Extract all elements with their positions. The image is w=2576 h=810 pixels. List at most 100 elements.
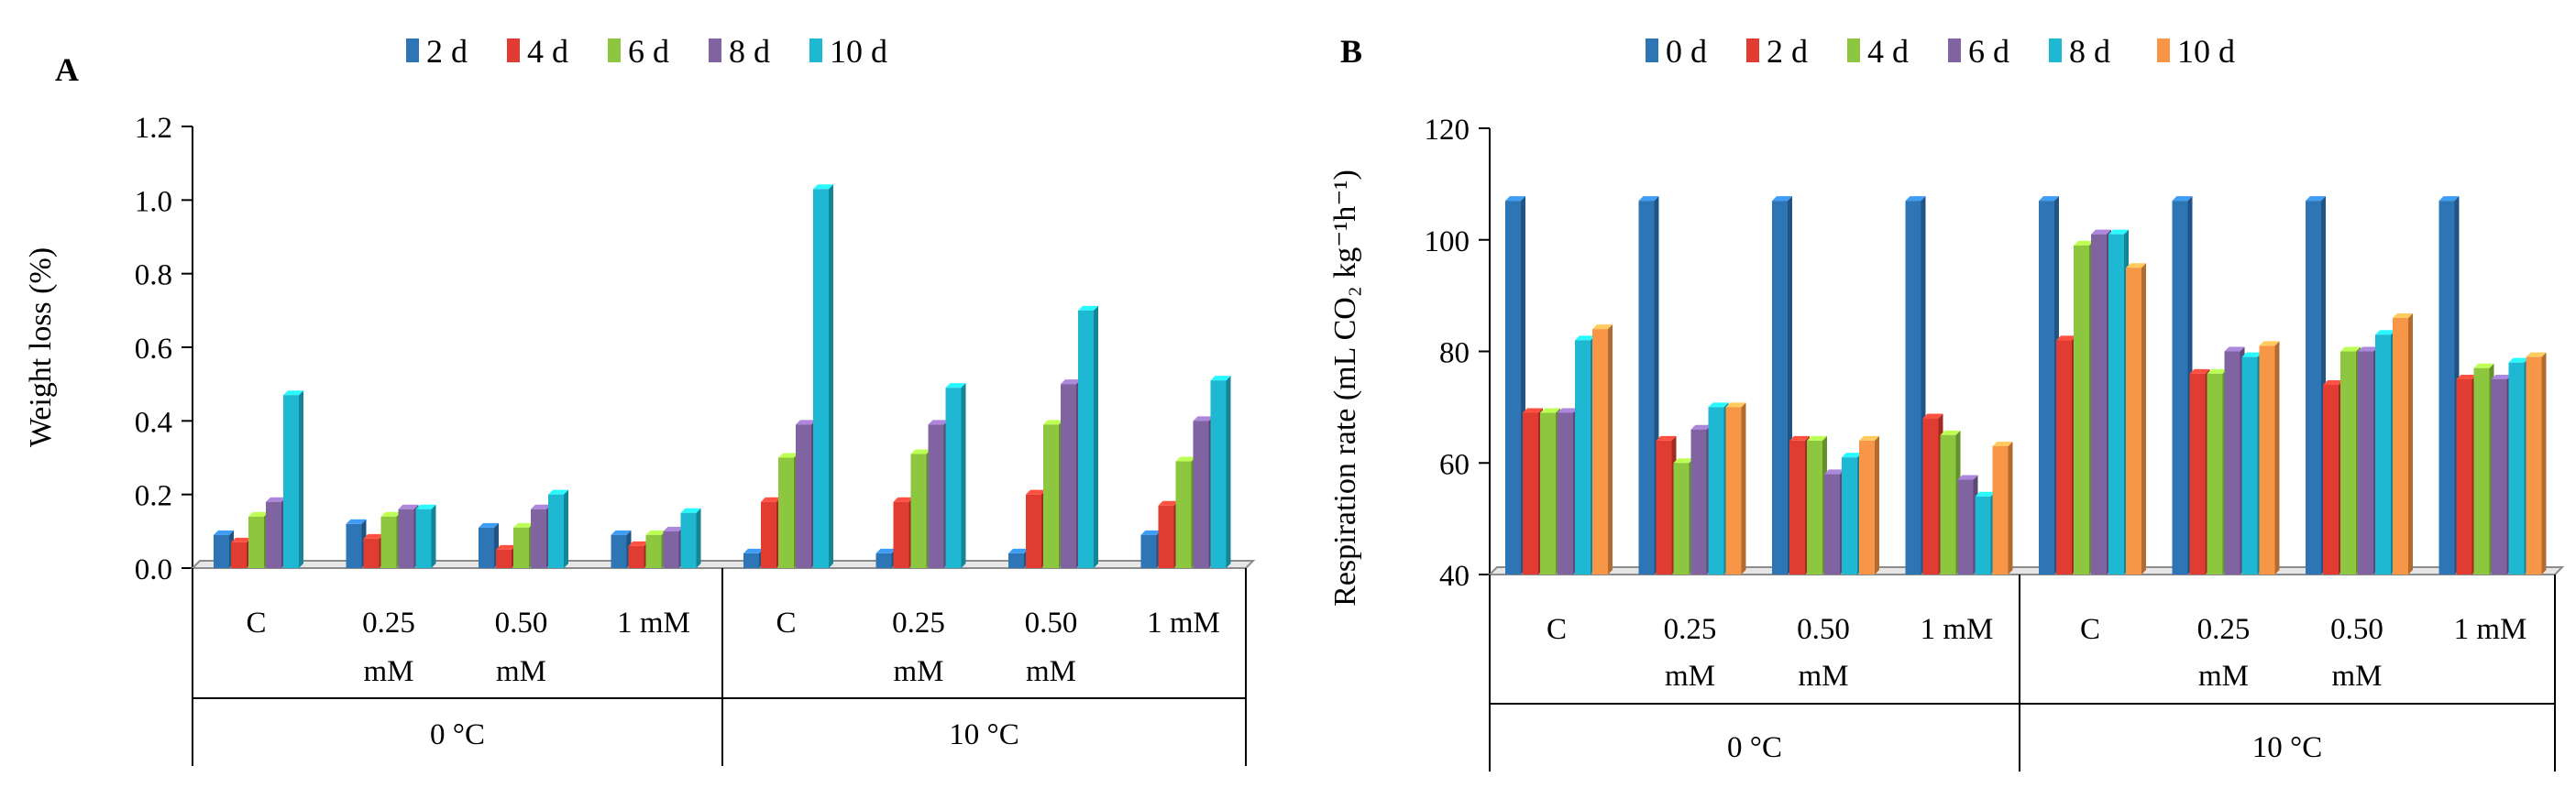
- bar: [496, 549, 512, 568]
- bar: [1026, 494, 1041, 568]
- bar-top: [1859, 435, 1879, 441]
- legend-label-0: 2 d: [426, 33, 468, 70]
- group-label: 0 °C: [1727, 731, 1782, 764]
- y-tick-label: 0.6: [135, 333, 172, 366]
- bar-top: [2108, 229, 2129, 235]
- bar-top: [663, 526, 684, 531]
- bar: [1940, 434, 1956, 575]
- bar: [1772, 201, 1788, 575]
- bar: [398, 509, 414, 568]
- bar-top: [548, 489, 568, 495]
- bar-top: [1772, 196, 1792, 202]
- bar-top: [2039, 196, 2059, 202]
- bar: [2241, 356, 2258, 575]
- legend-swatch-5: [2157, 38, 2170, 62]
- bar-top: [1008, 548, 1029, 553]
- panel-letter: B: [1340, 33, 1362, 70]
- bar-top: [1026, 489, 1046, 495]
- bar: [893, 501, 909, 568]
- bar: [513, 527, 529, 568]
- bar-top: [1940, 430, 1961, 435]
- bar-top: [1193, 416, 1214, 421]
- bar-top: [1922, 413, 1943, 419]
- bar: [1824, 474, 1840, 575]
- bar-top: [1043, 420, 1063, 425]
- y-tick-label: 120: [1425, 114, 1470, 147]
- category-label: mM: [893, 655, 943, 688]
- bar: [2259, 345, 2275, 575]
- bar-top: [1158, 500, 1179, 506]
- bar-side: [2141, 263, 2146, 575]
- bar-top: [680, 508, 701, 513]
- bar-top: [2306, 196, 2326, 202]
- bar-top: [1061, 379, 1081, 385]
- category-label: 1 mM: [617, 607, 690, 640]
- legend-swatch-3: [709, 38, 721, 62]
- bar-top: [1725, 402, 1746, 408]
- bar: [283, 395, 299, 568]
- bar-top: [2259, 341, 2280, 346]
- bar-top: [2473, 363, 2494, 368]
- bar-side: [961, 383, 966, 568]
- legend-label-3: 8 d: [729, 33, 770, 70]
- bar-side: [2408, 312, 2413, 575]
- bar: [680, 512, 697, 568]
- bar: [1638, 201, 1655, 575]
- bar: [2189, 373, 2206, 575]
- legend-label-3: 6 d: [1968, 33, 2009, 70]
- bar: [363, 538, 380, 568]
- bar: [2393, 317, 2408, 575]
- bar-top: [875, 548, 897, 553]
- category-label: mM: [1026, 655, 1076, 688]
- legend-swatch-3: [1948, 38, 1961, 62]
- bar-top: [1540, 408, 1560, 413]
- bar: [875, 553, 892, 568]
- bar-side: [1608, 324, 1613, 575]
- bar-side: [2541, 352, 2547, 575]
- category-label: 0.50: [2330, 613, 2383, 646]
- legend-swatch-1: [1746, 38, 1759, 62]
- bar: [1957, 479, 1974, 575]
- group-label: 10 °C: [2252, 731, 2322, 764]
- bar: [2526, 356, 2542, 575]
- bar: [628, 545, 644, 568]
- bar-top: [1575, 335, 1595, 341]
- bar-top: [2207, 368, 2228, 374]
- bar-top: [1690, 424, 1712, 430]
- bar-side: [1741, 402, 1746, 575]
- bar: [531, 509, 546, 568]
- bar-top: [1789, 435, 1810, 441]
- y-tick-label: 60: [1439, 448, 1470, 481]
- legend-swatch-4: [2049, 38, 2062, 62]
- y-tick-label: 1.0: [135, 185, 172, 218]
- bar: [1140, 534, 1157, 568]
- legend-label-4: 10 d: [830, 33, 887, 70]
- bar: [214, 534, 229, 568]
- legend-swatch-4: [809, 38, 822, 62]
- bar: [1008, 553, 1024, 568]
- bar-side: [829, 184, 833, 569]
- bar: [1158, 505, 1174, 568]
- bar-top: [2526, 352, 2547, 357]
- bar-top: [479, 522, 499, 528]
- y-tick-label: 0.8: [135, 259, 172, 292]
- y-tick-label: 100: [1425, 225, 1470, 258]
- legend-label-2: 6 d: [628, 33, 669, 70]
- bar: [761, 501, 776, 568]
- y-tick-label: 1.2: [135, 112, 172, 145]
- bar: [2091, 234, 2107, 575]
- bar-top: [2241, 352, 2262, 357]
- bar-top: [248, 511, 269, 517]
- bar: [2456, 378, 2472, 575]
- bar-top: [893, 497, 914, 502]
- bar-top: [1992, 441, 2013, 446]
- category-label: 0.25: [1664, 613, 1717, 646]
- bar-top: [2340, 346, 2361, 352]
- bar-top: [2438, 196, 2460, 202]
- category-label: C: [776, 607, 796, 640]
- bar: [1708, 407, 1724, 575]
- legend-swatch-2: [608, 38, 621, 62]
- bar: [1789, 440, 1805, 575]
- bar: [1725, 407, 1742, 575]
- bar-top: [1842, 453, 1862, 458]
